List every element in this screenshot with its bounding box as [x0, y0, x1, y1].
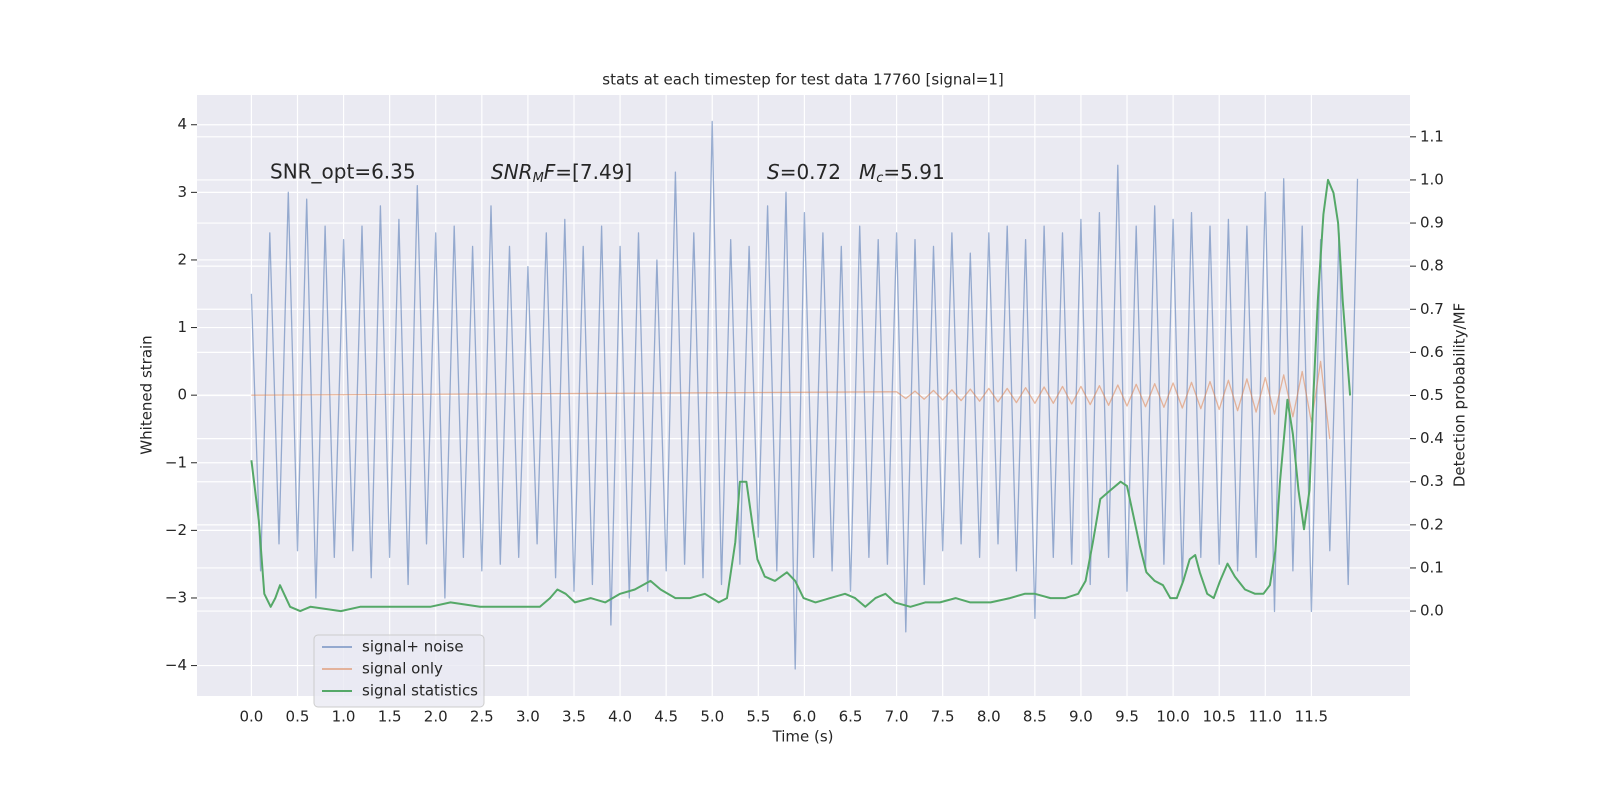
x-tick-label: 4.0: [608, 708, 632, 726]
x-tick-label: 1.5: [378, 708, 402, 726]
annotation-part: =[7.49]: [555, 160, 632, 184]
annotation-part: M: [533, 171, 544, 186]
annotation: SNRMF=[7.49]: [491, 160, 632, 186]
y-tick-label: 4: [177, 115, 187, 133]
y2-tick-label: 0.2: [1420, 515, 1444, 533]
x-tick-label: 6.5: [839, 708, 863, 726]
y2-tick-label: 0.1: [1420, 558, 1444, 576]
legend: signal+ noise signal only signal statistic…: [313, 634, 485, 708]
chart-title: stats at each timestep for test data 177…: [602, 71, 1003, 89]
x-tick-label: 8.0: [977, 708, 1001, 726]
y2-tick-label: 0.7: [1420, 300, 1444, 318]
series-line: [251, 360, 1331, 440]
annotation-part: =5.91: [883, 160, 944, 184]
annotation-part: c: [876, 171, 883, 186]
x-tick-label: 0.5: [286, 708, 310, 726]
y-tick-label: −2: [165, 521, 187, 539]
x-tick-label: 3.0: [516, 708, 540, 726]
annotation-part: F: [544, 160, 556, 184]
x-tick-label: 9.0: [1069, 708, 1093, 726]
y-tick-label: 2: [177, 250, 187, 268]
annotation-part: M: [859, 160, 876, 184]
y-tick-label: −4: [165, 656, 187, 674]
y2-axis-label: Detection probability/MF: [1451, 303, 1469, 487]
x-tick-label: 1.0: [332, 708, 356, 726]
y-tick-label: 1: [177, 318, 187, 336]
annotation: SNR_opt=6.35: [270, 160, 416, 184]
x-tick-label: 11.0: [1249, 708, 1282, 726]
x-tick-label: 2.5: [470, 708, 494, 726]
y-tick-label: 0: [177, 386, 187, 404]
legend-label: signal statistics: [362, 682, 478, 700]
y-tick-label: −3: [165, 588, 187, 606]
x-tick-label: 3.5: [562, 708, 586, 726]
series-line: [250, 178, 1352, 613]
x-tick-label: 4.5: [654, 708, 678, 726]
x-tick-label: 11.5: [1295, 708, 1328, 726]
legend-label: signal+ noise: [362, 638, 464, 656]
annotation: S=0.72 Mc=5.91: [767, 160, 945, 186]
x-tick-label: 10.5: [1202, 708, 1235, 726]
x-tick-label: 2.0: [424, 708, 448, 726]
x-tick-label: 7.0: [885, 708, 909, 726]
y2-tick-label: 0.9: [1420, 214, 1444, 232]
y-axis-label: Whitened strain: [138, 335, 156, 454]
x-tick-label: 5.0: [700, 708, 724, 726]
x-tick-label: 5.5: [746, 708, 770, 726]
x-tick-label: 10.0: [1156, 708, 1189, 726]
x-axis-label: Time (s): [772, 728, 834, 746]
y-tick-label: −1: [165, 453, 187, 471]
y2-tick-label: 0.3: [1420, 472, 1444, 490]
y2-tick-label: 0.5: [1420, 386, 1444, 404]
y2-tick-label: 0.8: [1420, 257, 1444, 275]
y2-tick-label: 0.4: [1420, 429, 1444, 447]
x-tick-label: 6.0: [792, 708, 816, 726]
x-tick-label: 8.5: [1023, 708, 1047, 726]
x-tick-label: 0.0: [239, 708, 263, 726]
annotation-part: S: [767, 160, 780, 184]
y2-tick-label: 1.1: [1420, 127, 1444, 145]
y2-tick-label: 1.0: [1420, 170, 1444, 188]
y2-tick-label: 0.6: [1420, 343, 1444, 361]
series-line: [250, 120, 1359, 670]
annotation-part: SNR: [491, 160, 533, 184]
legend-label: signal only: [362, 660, 443, 678]
x-tick-label: 9.5: [1115, 708, 1139, 726]
y-tick-label: 3: [177, 183, 187, 201]
legend-box: [313, 634, 485, 708]
y2-tick-label: 0.0: [1420, 602, 1444, 620]
x-tick-label: 7.5: [931, 708, 955, 726]
plot: [250, 120, 1359, 670]
annotation-part: =0.72: [780, 160, 841, 184]
